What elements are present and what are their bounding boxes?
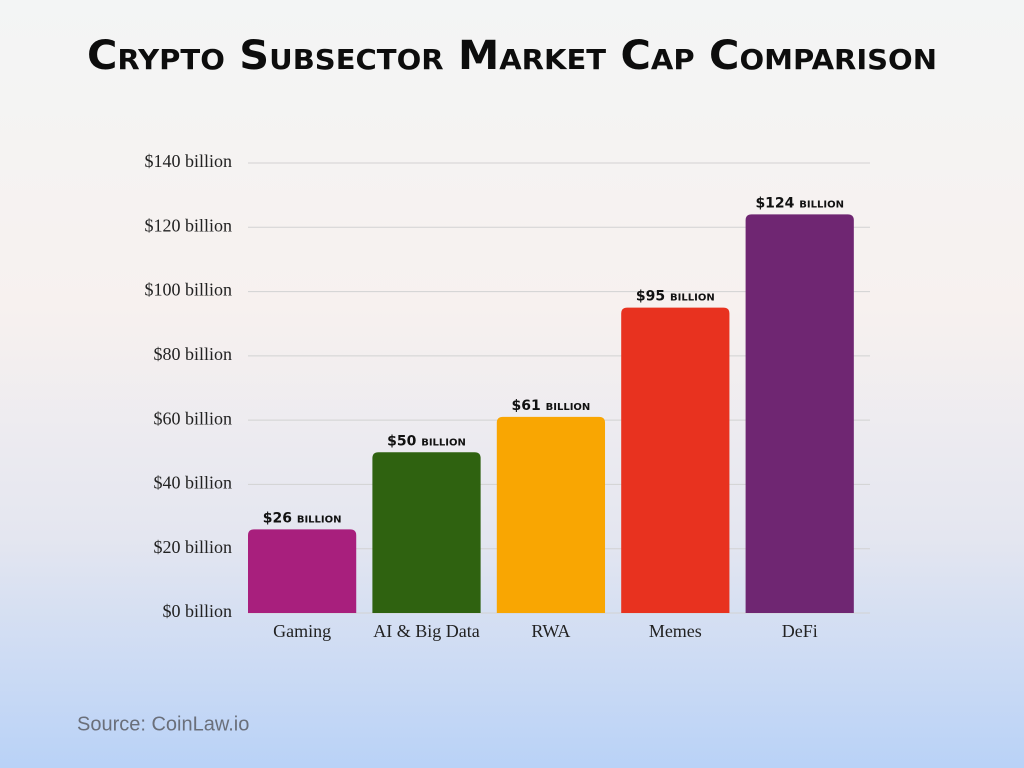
y-tick-label: $80 billion [153,344,232,364]
x-tick-label: Memes [649,621,702,641]
x-tick-label: AI & Big Data [373,621,479,641]
x-tick-label: RWA [531,621,570,641]
y-tick-label: $0 billion [162,601,232,621]
value-label: $50 billion [387,433,466,449]
bar [496,416,606,613]
source: Source: CoinLaw.io [77,713,249,735]
y-tick-label: $100 billion [144,280,232,300]
y-tick-label: $120 billion [144,215,232,235]
y-tick-label: $20 billion [153,537,232,557]
bar [621,307,730,613]
value-label: $124 billion [755,195,844,211]
y-tick-label: $140 billion [144,151,232,171]
bar [372,452,481,613]
chart-title: Crypto Subsector Market Cap Comparison [87,33,937,79]
x-tick-label: DeFi [782,621,818,641]
value-label: $61 billion [512,398,591,414]
value-label: $95 billion [636,289,715,305]
y-tick-label: $40 billion [153,473,232,493]
y-tick-label: $60 billion [153,408,232,428]
x-tick-label: Gaming [273,621,331,641]
bar [248,529,357,613]
bar [745,214,854,613]
value-label: $26 billion [263,510,342,526]
